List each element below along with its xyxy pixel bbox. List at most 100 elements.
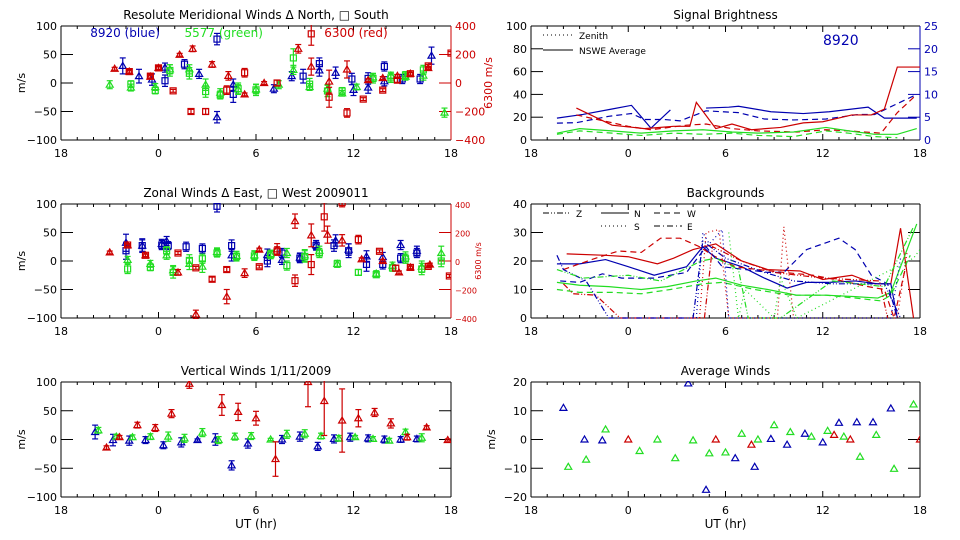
triangle-marker xyxy=(737,429,747,437)
series-line xyxy=(556,245,898,319)
triangle-marker xyxy=(153,63,164,71)
triangle-marker xyxy=(93,425,103,434)
triangle-marker xyxy=(331,235,341,244)
triangle-marker xyxy=(439,107,450,116)
triangle-marker xyxy=(282,429,292,438)
data-point xyxy=(447,49,451,57)
square-marker xyxy=(445,272,451,280)
data-point xyxy=(222,288,232,305)
y2-tick-label: −400 xyxy=(455,315,477,324)
data-point xyxy=(110,64,120,72)
legend-annotation-green: 5577 (green) xyxy=(185,26,263,40)
data-point xyxy=(184,381,194,389)
data-point xyxy=(652,434,662,443)
series-line xyxy=(556,104,671,130)
triangle-marker xyxy=(217,400,227,409)
legend-label: E xyxy=(687,223,693,233)
data-point xyxy=(363,75,373,84)
triangle-marker xyxy=(101,442,112,451)
data-point xyxy=(251,84,261,95)
data-point xyxy=(839,431,849,440)
triangle-marker xyxy=(378,256,388,265)
y2-tick-label: 0 xyxy=(455,77,462,90)
data-point xyxy=(300,429,310,439)
triangle-marker xyxy=(165,64,175,73)
square-marker xyxy=(283,261,291,270)
triangle-marker xyxy=(823,426,833,434)
series-line xyxy=(556,226,915,319)
data-point xyxy=(445,272,451,280)
x-tick-label: 18 xyxy=(444,147,458,160)
triangle-marker xyxy=(711,434,721,443)
data-point xyxy=(153,63,164,71)
data-point xyxy=(134,68,144,84)
triangle-marker xyxy=(194,69,204,77)
square-marker xyxy=(223,265,231,274)
data-point xyxy=(908,399,919,408)
data-point xyxy=(337,388,347,453)
data-point xyxy=(343,108,351,118)
triangle-marker xyxy=(324,76,334,85)
data-point xyxy=(188,44,198,53)
data-point xyxy=(353,409,363,428)
data-point xyxy=(213,32,221,46)
triangle-marker xyxy=(852,417,862,426)
triangle-marker xyxy=(282,248,292,257)
triangle-marker xyxy=(331,68,341,76)
data-point xyxy=(124,66,134,75)
triangle-marker xyxy=(368,434,378,443)
data-point xyxy=(683,381,693,387)
data-point xyxy=(766,434,776,443)
data-point xyxy=(868,417,878,426)
triangle-marker xyxy=(423,63,433,72)
x-tick-label: 0 xyxy=(155,504,162,517)
y2-tick-label: 5 xyxy=(924,111,931,124)
plot-area xyxy=(556,223,920,319)
data-point xyxy=(145,259,155,268)
triangle-marker xyxy=(334,433,344,442)
triangle-marker xyxy=(314,65,324,74)
square-marker xyxy=(359,95,367,103)
triangle-marker xyxy=(197,427,207,436)
triangle-marker xyxy=(329,434,339,443)
data-point xyxy=(386,70,396,80)
triangle-marker xyxy=(105,247,115,256)
y-tick-label: −100 xyxy=(27,491,57,504)
plot-area xyxy=(105,25,451,124)
x-tick-label: 18 xyxy=(913,147,927,160)
data-point xyxy=(166,408,177,419)
triangle-marker xyxy=(704,448,714,457)
series-8920 xyxy=(90,424,422,471)
data-point xyxy=(162,235,172,247)
chart-title: Signal Brightness xyxy=(673,8,778,22)
data-point xyxy=(357,254,367,263)
x-tick-label: 18 xyxy=(444,325,458,338)
triangle-marker xyxy=(132,420,142,429)
series-line xyxy=(728,232,920,319)
chart-title: Vertical Winds 1/11/2009 xyxy=(181,364,332,378)
legend-annotation-blue: 8920 (blue) xyxy=(90,26,160,40)
data-point xyxy=(266,434,276,443)
triangle-marker xyxy=(300,250,310,259)
y2-tick-label: 200 xyxy=(455,49,476,62)
square-marker xyxy=(187,107,195,116)
data-point xyxy=(145,71,155,80)
y2-tick-label: 0 xyxy=(924,134,931,147)
y-tick-label: 100 xyxy=(506,20,527,33)
data-point xyxy=(277,434,287,445)
series-5577 xyxy=(563,399,919,472)
data-point xyxy=(165,64,175,75)
legend-label: Zenith xyxy=(579,32,608,42)
y2-tick-label: −400 xyxy=(455,134,485,147)
data-point xyxy=(359,95,367,103)
triangle-marker xyxy=(145,71,155,80)
data-point xyxy=(299,68,307,84)
data-point xyxy=(344,243,354,256)
y-tick-label: −10 xyxy=(504,462,527,475)
y-tick-label: 10 xyxy=(513,284,527,297)
triangle-marker xyxy=(163,431,173,440)
data-point xyxy=(192,264,200,272)
triangle-marker xyxy=(422,422,432,431)
triangle-marker xyxy=(197,262,207,270)
